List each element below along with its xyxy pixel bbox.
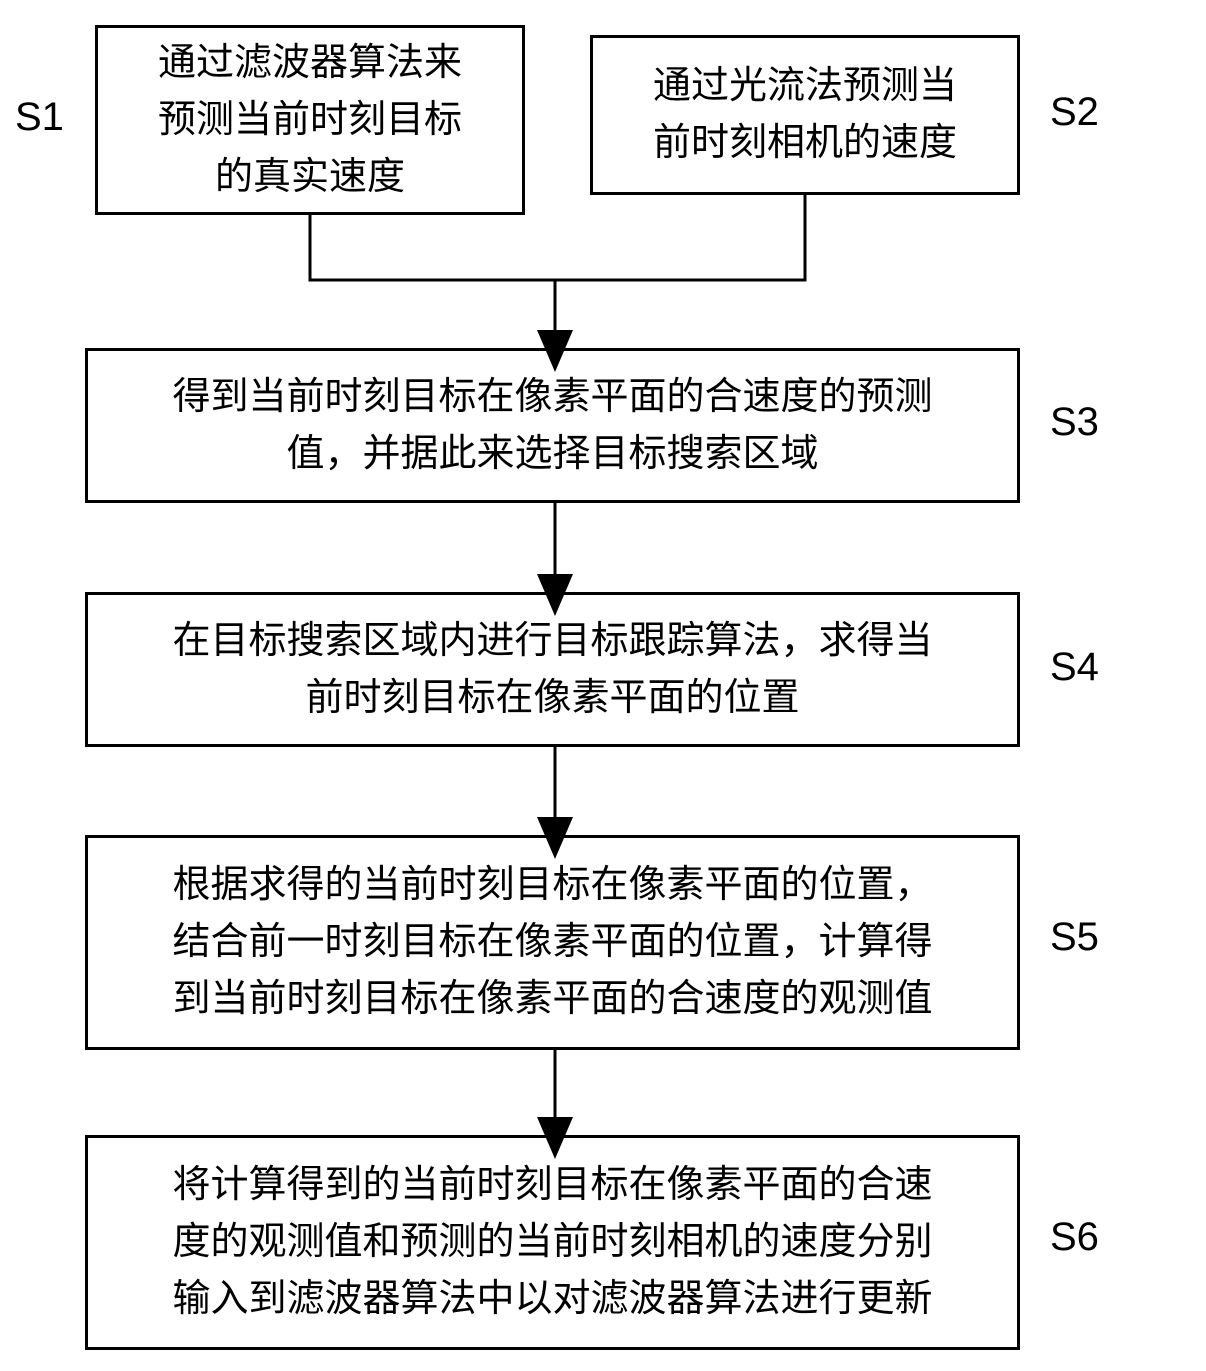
node-s5: 根据求得的当前时刻目标在像素平面的位置， 结合前一时刻目标在像素平面的位置，计算… [85,835,1020,1050]
step-label-s5: S5 [1050,915,1099,960]
node-text: 在目标搜索区域内进行目标跟踪算法，求得当 前时刻目标在像素平面的位置 [172,613,932,727]
node-text: 得到当前时刻目标在像素平面的合速度的预测 值，并据此来选择目标搜索区域 [172,369,932,483]
step-label-s6: S6 [1050,1215,1099,1260]
step-label-s3: S3 [1050,400,1099,445]
node-text: 通过滤波器算法来 预测当前时刻目标 的真实速度 [158,35,462,206]
step-label-s2: S2 [1050,90,1099,135]
step-label-s4: S4 [1050,645,1099,690]
node-s4: 在目标搜索区域内进行目标跟踪算法，求得当 前时刻目标在像素平面的位置 [85,592,1020,747]
edge-merge [310,195,805,348]
node-text: 根据求得的当前时刻目标在像素平面的位置， 结合前一时刻目标在像素平面的位置，计算… [172,857,932,1028]
node-s1: 通过滤波器算法来 预测当前时刻目标 的真实速度 [95,25,525,215]
node-text: 将计算得到的当前时刻目标在像素平面的合速 度的观测值和预测的当前时刻相机的速度分… [172,1157,932,1328]
node-text: 通过光流法预测当 前时刻相机的速度 [653,58,957,172]
node-s6: 将计算得到的当前时刻目标在像素平面的合速 度的观测值和预测的当前时刻相机的速度分… [85,1135,1020,1350]
flowchart-canvas: S1 通过滤波器算法来 预测当前时刻目标 的真实速度 S2 通过光流法预测当 前… [0,0,1206,1371]
step-label-s1: S1 [15,95,64,140]
node-s3: 得到当前时刻目标在像素平面的合速度的预测 值，并据此来选择目标搜索区域 [85,348,1020,503]
node-s2: 通过光流法预测当 前时刻相机的速度 [590,35,1020,195]
